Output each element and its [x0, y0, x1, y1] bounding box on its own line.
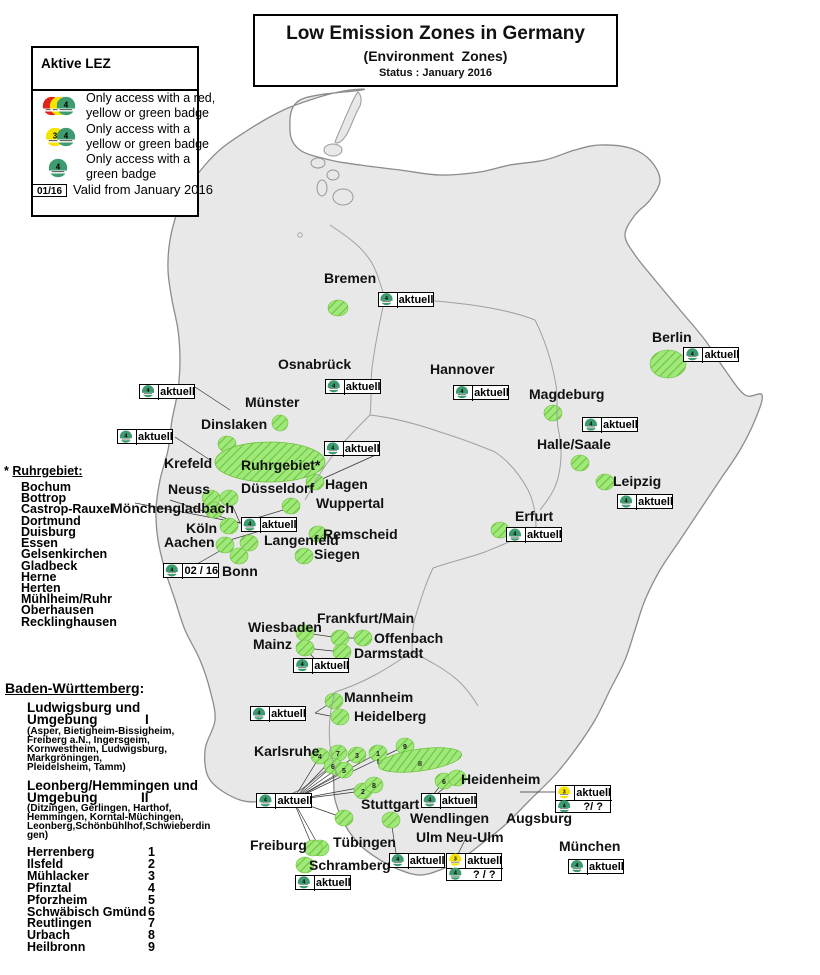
- svg-text:3: 3: [355, 753, 359, 760]
- svg-text:7: 7: [336, 751, 340, 758]
- svg-text:8: 8: [372, 783, 376, 790]
- svg-text:2: 2: [361, 789, 365, 796]
- svg-text:6: 6: [442, 779, 446, 786]
- svg-text:II: II: [418, 761, 422, 768]
- svg-text:1: 1: [376, 751, 380, 758]
- svg-text:I: I: [377, 759, 379, 766]
- svg-text:5: 5: [342, 768, 346, 775]
- svg-text:9: 9: [403, 744, 407, 751]
